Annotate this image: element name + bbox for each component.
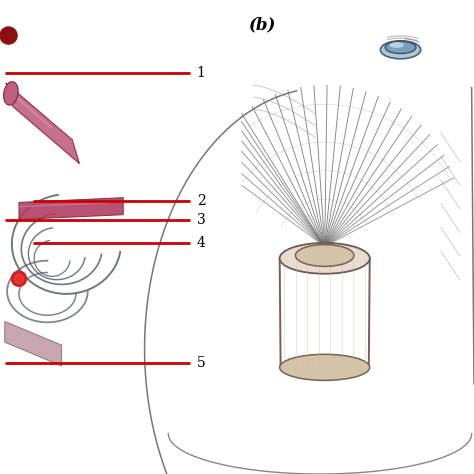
Polygon shape	[19, 198, 123, 219]
Ellipse shape	[390, 42, 404, 48]
Text: 1: 1	[197, 66, 206, 81]
Polygon shape	[6, 83, 80, 164]
Ellipse shape	[380, 41, 420, 59]
Ellipse shape	[385, 41, 416, 54]
Text: (b): (b)	[249, 17, 276, 34]
Ellipse shape	[295, 245, 354, 266]
Text: 3: 3	[197, 213, 205, 228]
Circle shape	[11, 271, 27, 286]
Circle shape	[14, 274, 24, 283]
Ellipse shape	[280, 355, 370, 380]
Text: 5: 5	[197, 356, 205, 370]
Text: 4: 4	[197, 236, 206, 250]
Ellipse shape	[4, 82, 18, 105]
Polygon shape	[5, 321, 62, 366]
Circle shape	[0, 27, 17, 44]
Text: 2: 2	[197, 194, 205, 209]
Ellipse shape	[280, 243, 370, 274]
